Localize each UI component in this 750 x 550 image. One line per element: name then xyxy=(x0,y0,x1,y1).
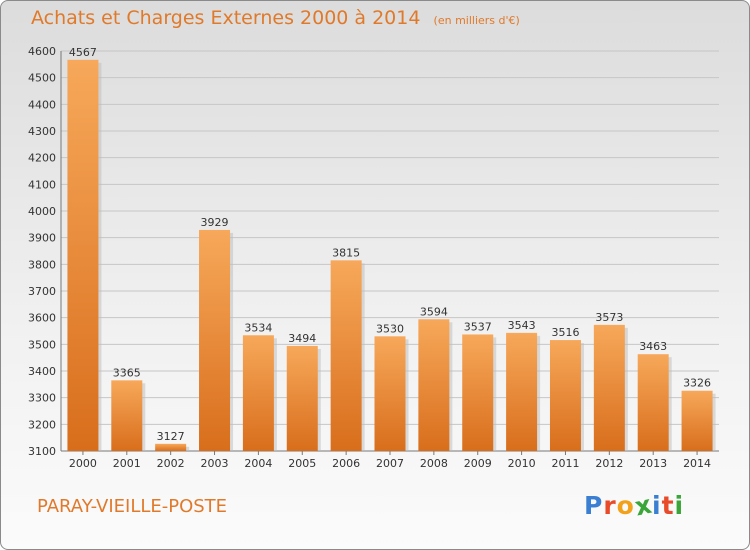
x-tick-label: 2013 xyxy=(639,457,667,470)
y-tick-label: 3200 xyxy=(28,418,56,431)
bars xyxy=(67,59,716,452)
y-tick-label: 4500 xyxy=(28,72,56,85)
y-tick-label: 4400 xyxy=(28,98,56,111)
data-label: 3365 xyxy=(113,366,141,379)
bar-2010 xyxy=(506,332,538,451)
x-tick-label: 2011 xyxy=(551,457,579,470)
x-tick-label: 2003 xyxy=(201,457,229,470)
y-tick-label: 3600 xyxy=(28,312,56,325)
bar-2013 xyxy=(637,354,669,451)
bar-2009 xyxy=(462,334,494,451)
bar-2001 xyxy=(111,380,143,451)
y-tick-label: 3400 xyxy=(28,365,56,378)
bar-2000 xyxy=(67,59,99,452)
data-label: 3463 xyxy=(639,340,667,353)
x-tick-label: 2001 xyxy=(113,457,141,470)
town-name: PARAY-VIEILLE-POSTE xyxy=(37,496,228,517)
bar-2005 xyxy=(286,345,318,451)
data-label: 3326 xyxy=(683,377,711,390)
data-label: 3929 xyxy=(201,216,229,229)
x-tick-label: 2005 xyxy=(288,457,316,470)
logo-letter: i xyxy=(652,491,662,520)
bar-2012 xyxy=(593,324,625,451)
y-tick-label: 3700 xyxy=(28,285,56,298)
labels: 3100 3200 3300 3400 3500 3600 3700 3800 3900 4000… xyxy=(28,45,711,470)
x-tick-label: 2000 xyxy=(69,457,97,470)
data-label: 3573 xyxy=(595,311,623,324)
data-label: 3530 xyxy=(376,322,404,335)
data-label: 3815 xyxy=(332,246,360,259)
bar-2002 xyxy=(155,443,187,451)
logo-letter: t xyxy=(661,491,675,520)
data-label: 3127 xyxy=(157,430,185,443)
y-tick-label: 4200 xyxy=(28,152,56,165)
y-tick-label: 4600 xyxy=(28,45,56,58)
bar-2011 xyxy=(549,340,581,451)
data-label: 3494 xyxy=(288,332,316,345)
y-tick-label: 4100 xyxy=(28,178,56,191)
bar-2007 xyxy=(374,336,406,451)
y-tick-label: 4300 xyxy=(28,125,56,138)
data-label: 3516 xyxy=(551,326,579,339)
x-tick-label: 2002 xyxy=(157,457,185,470)
y-tick-label: 3100 xyxy=(28,445,56,458)
logo-letter: i xyxy=(674,491,685,520)
y-tick-label: 3900 xyxy=(28,232,56,245)
logo-letter: P xyxy=(584,491,604,520)
x-tick-label: 2010 xyxy=(508,457,536,470)
data-label: 3537 xyxy=(464,320,492,333)
x-tick-label: 2014 xyxy=(683,457,711,470)
unit-note: (en milliers d'€) xyxy=(433,14,520,27)
bar-2006 xyxy=(330,260,362,451)
bar-2003 xyxy=(199,229,231,451)
x-tick-label: 2012 xyxy=(595,457,623,470)
data-label: 3534 xyxy=(244,321,272,334)
y-tick-label: 4000 xyxy=(28,205,56,218)
bar-2014 xyxy=(681,390,713,451)
data-label: 3594 xyxy=(420,305,448,318)
x-tick-label: 2004 xyxy=(244,457,272,470)
title-text: Achats et Charges Externes 2000 à 2014 xyxy=(31,7,421,29)
chart-title: Achats et Charges Externes 2000 à 2014 (… xyxy=(31,7,520,29)
x-tick-label: 2008 xyxy=(420,457,448,470)
bar-chart: 3100 3200 3300 3400 3500 3600 3700 3800 3900 4000… xyxy=(28,45,719,470)
x-tick-label: 2007 xyxy=(376,457,404,470)
bar-2004 xyxy=(242,335,274,451)
proxiti-logo[interactable]: Proxiti xyxy=(584,490,685,522)
x-tick-label: 2009 xyxy=(464,457,492,470)
y-tick-label: 3500 xyxy=(28,338,56,351)
y-tick-label: 3300 xyxy=(28,392,56,405)
bar-2008 xyxy=(418,319,450,451)
data-label: 3543 xyxy=(508,319,536,332)
y-tick-label: 3800 xyxy=(28,258,56,271)
logo-letter: o xyxy=(616,491,635,520)
x-tick-label: 2006 xyxy=(332,457,360,470)
logo-letter: r xyxy=(603,491,617,520)
data-label: 4567 xyxy=(69,46,97,59)
